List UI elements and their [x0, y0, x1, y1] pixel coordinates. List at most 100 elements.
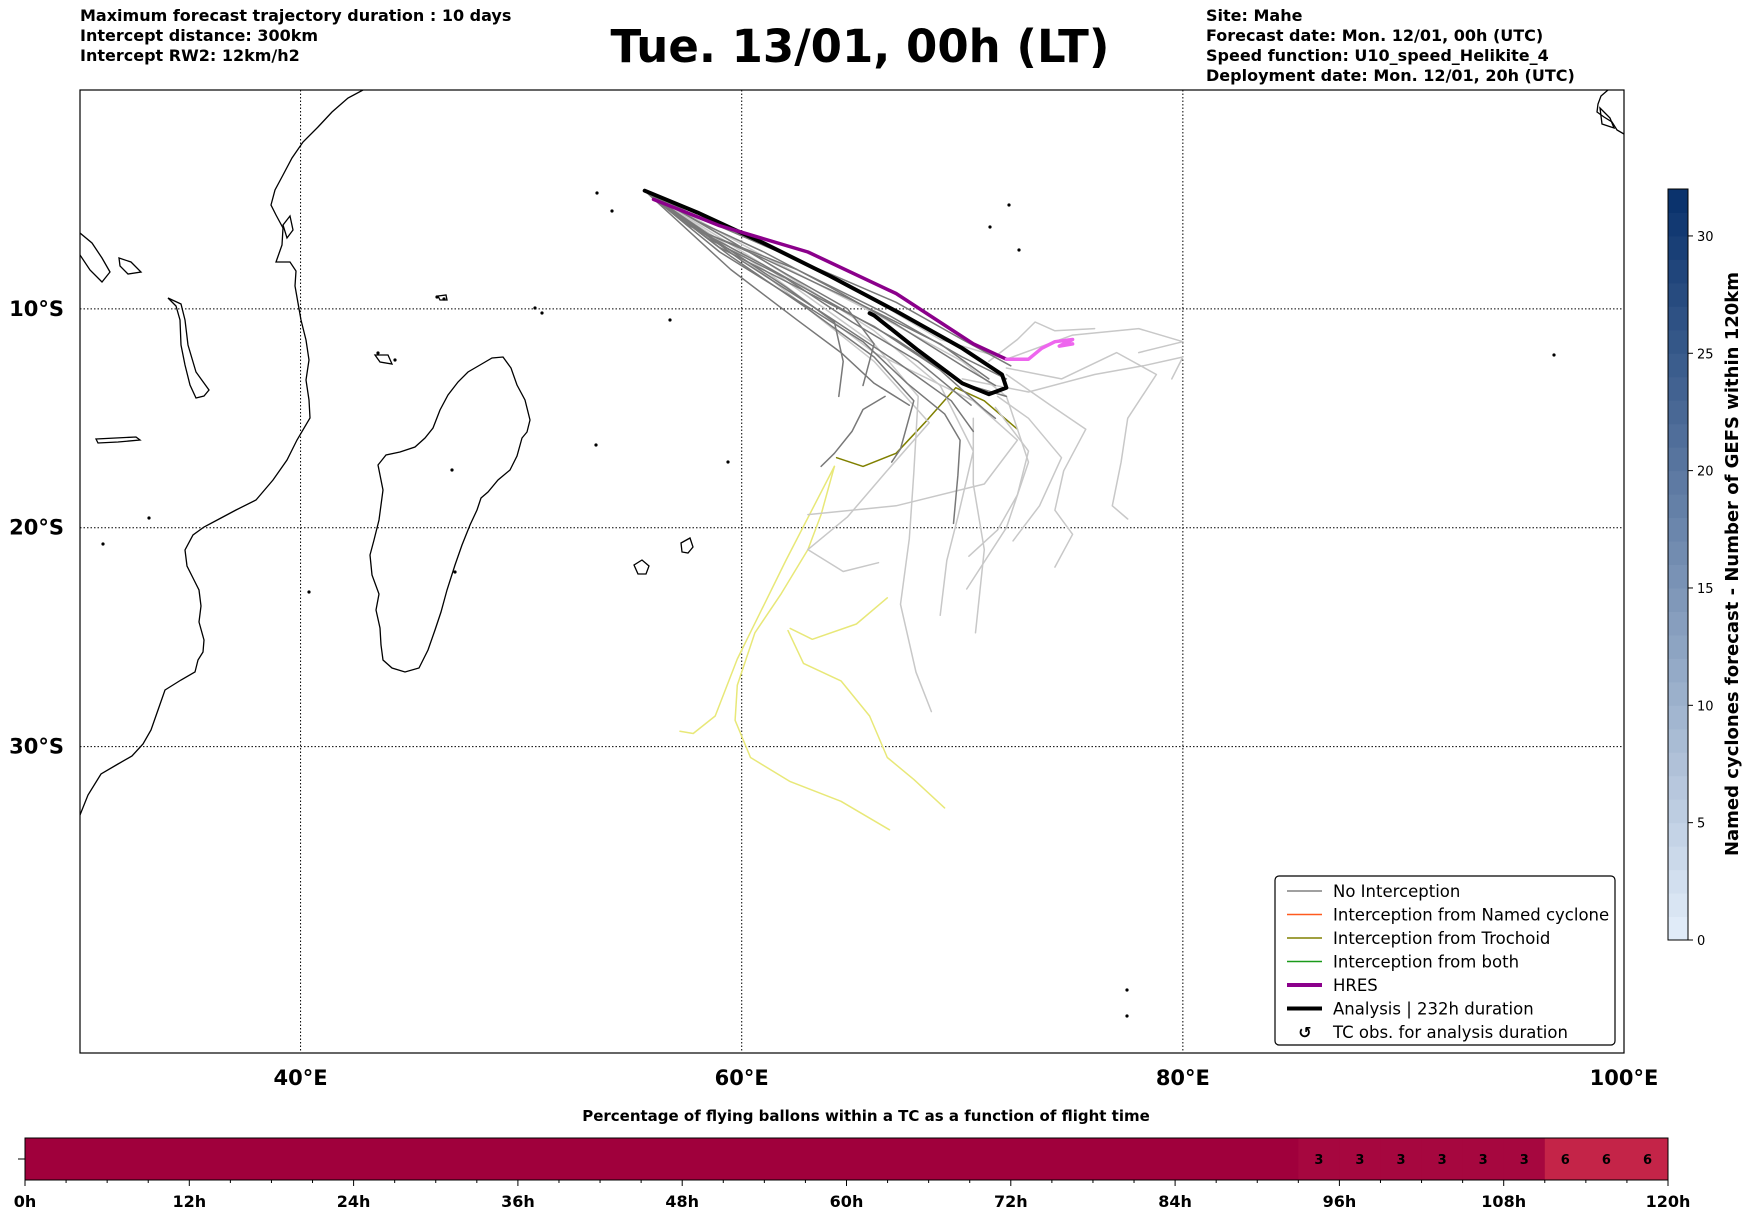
- header-info-right: Site: Mahe Forecast date: Mon. 12/01, 00…: [1206, 6, 1575, 86]
- colorbar-cell: [1668, 681, 1688, 706]
- heatmap-tick-label: 60h: [830, 1192, 864, 1211]
- lat-tick-label: 20°S: [9, 516, 64, 540]
- heatmap-ticks: 0h 12h 24h 36h 48h 60h 72h 84h 96h 108h 120h: [14, 1180, 1690, 1211]
- colorbar-cell: [1668, 235, 1688, 260]
- heatmap-cell-label: 3: [1396, 1153, 1405, 1168]
- heatmap-cell: [1503, 1138, 1546, 1180]
- heatmap-cell: [1626, 1138, 1669, 1180]
- colorbar-cell: [1668, 447, 1688, 472]
- trajectory-line: [820, 395, 886, 468]
- latitude-labels: 10°S 20°S 30°S: [9, 297, 64, 759]
- legend-label: Interception from Trochoid: [1333, 929, 1550, 948]
- intercept-rw2-text: Intercept RW2: 12km/h2: [80, 46, 300, 65]
- heatmap-cell-label: 3: [1314, 1153, 1323, 1168]
- trajectory-line: [642, 188, 1009, 397]
- map-frame: [79, 89, 1625, 1054]
- heatmap-tick-label: 72h: [994, 1192, 1028, 1211]
- heatmap-cell: [1298, 1138, 1340, 1180]
- legend-label: Interception from both: [1333, 953, 1519, 972]
- colorbar-cell: [1668, 658, 1688, 683]
- lon-tick-label: 60°E: [715, 1066, 769, 1090]
- heatmap-cell: [1339, 1138, 1381, 1180]
- island-dot: [1125, 1014, 1129, 1018]
- colorbar-cell: [1668, 541, 1688, 565]
- colorbar-tick-label: 20: [1697, 465, 1714, 480]
- island-dot: [988, 225, 992, 229]
- island-reunion: [680, 537, 694, 554]
- island-dot: [376, 351, 380, 355]
- heatmap-cell: [1462, 1138, 1505, 1180]
- trajectory-line: [1004, 337, 1075, 361]
- madagascar-coastline: [369, 356, 531, 673]
- trajectory-line: [1005, 351, 1158, 520]
- heatmap-cell: [25, 1138, 1299, 1180]
- colorbar-cell: [1668, 517, 1688, 542]
- heatmap-tick-label: 12h: [172, 1192, 206, 1211]
- legend-box: [1274, 875, 1616, 1046]
- trajectory-line: [643, 189, 911, 406]
- legend-label: No Interception: [1333, 882, 1460, 901]
- island-small-4: [94, 436, 142, 444]
- heatmap-cell-label: 3: [1438, 1153, 1447, 1168]
- island-dot: [442, 297, 446, 301]
- trajectory-line: [835, 386, 1019, 468]
- legend-label: HRES: [1333, 976, 1378, 995]
- trajectory-line: [643, 189, 961, 525]
- island-dot: [1007, 203, 1011, 207]
- colorbar-ticks: 0 5 10 15 20 25 30: [1688, 230, 1714, 949]
- colorbar-tick-label: 0: [1697, 934, 1705, 949]
- colorbar-cell: [1668, 611, 1688, 636]
- site-text: Site: Mahe: [1206, 6, 1303, 25]
- lat-tick-label: 10°S: [9, 297, 64, 321]
- heatmap-tick-label: 108h: [1481, 1192, 1526, 1211]
- lon-tick-label: 80°E: [1156, 1066, 1210, 1090]
- colorbar-cell: [1668, 376, 1688, 401]
- intercept-distance-text: Intercept distance: 300km: [80, 26, 319, 45]
- colorbar-frame: [1667, 188, 1689, 941]
- island-dot: [540, 311, 544, 315]
- legend-label: TC obs. for analysis duration: [1332, 1023, 1568, 1042]
- colorbar-cell: [1668, 775, 1688, 800]
- heatmap-cells: 3 3 3 3 3 3 6 6 6: [25, 1138, 1669, 1180]
- colorbar-tick-label: 10: [1697, 699, 1714, 714]
- colorbar-cell: [1668, 587, 1688, 612]
- colorbar-cell: [1668, 728, 1688, 753]
- small-islands: [101, 191, 1556, 1018]
- colorbar-cell: [1668, 329, 1688, 354]
- colorbar-cell: [1668, 822, 1688, 847]
- island-dot: [1552, 353, 1556, 357]
- colorbar-cell: [1668, 494, 1688, 519]
- heatmap-cell-label: 6: [1561, 1153, 1570, 1168]
- island-dot: [726, 460, 730, 464]
- map-grid: [80, 90, 1624, 1053]
- island-small-6: [1623, 105, 1624, 107]
- colorbar-cell: [1668, 916, 1688, 941]
- lon-tick-label: 100°E: [1590, 1066, 1659, 1090]
- trajectory-line: [643, 189, 915, 463]
- colorbar-cell: [1668, 705, 1688, 730]
- colorbar-cell: [1668, 634, 1688, 659]
- island-dot: [101, 542, 105, 546]
- trajectory-line: [643, 189, 933, 713]
- colorbar-cell: [1668, 752, 1688, 777]
- island-small-8: [373, 354, 394, 365]
- island-small-3: [118, 257, 143, 275]
- colorbar-cell: [1668, 212, 1688, 237]
- forecast-date-text: Forecast date: Mon. 12/01, 00h (UTC): [1206, 26, 1544, 45]
- colorbar-cell: [1668, 869, 1688, 894]
- island-small-7: [1599, 106, 1616, 130]
- heatmap-tick-label: 24h: [337, 1192, 371, 1211]
- island-dot: [147, 516, 151, 520]
- colorbar-title: Named cyclones forecast - Number of GEFS…: [1722, 272, 1743, 856]
- island-dot: [1125, 988, 1129, 992]
- heatmap-cell-label: 6: [1643, 1153, 1652, 1168]
- lon-tick-label: 40°E: [274, 1066, 328, 1090]
- lat-tick-label: 30°S: [9, 735, 64, 759]
- speed-function-text: Speed function: U10_speed_Helikite_4: [1206, 46, 1549, 65]
- trajectory-line: [643, 189, 1008, 380]
- colorbar-cell: [1668, 564, 1688, 589]
- max-duration-text: Maximum forecast trajectory duration : 1…: [80, 6, 512, 25]
- flight-time-heatmap: Percentage of flying ballons within a TC…: [14, 1107, 1691, 1211]
- colorbar-tick-label: 25: [1697, 347, 1714, 362]
